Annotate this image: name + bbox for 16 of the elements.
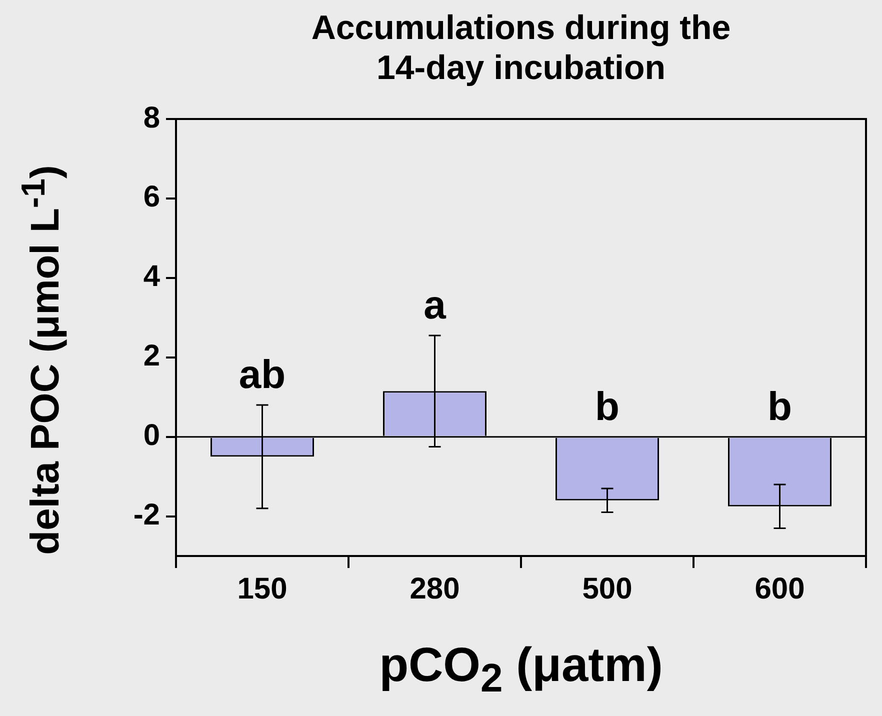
y-tick-label: 0: [143, 419, 160, 452]
x-tick-label: 280: [410, 572, 460, 606]
annotation: b: [768, 384, 792, 429]
y-tick-label: 2: [143, 340, 160, 373]
y-tick-label: 4: [143, 260, 160, 294]
annotation: b: [595, 384, 620, 429]
x-axis-title: pCO$_{2}$ (μatm): [379, 638, 663, 702]
chart-title: Accumulations during the 14-day incubation: [310, 8, 732, 88]
y-tick-label: 8: [143, 101, 160, 134]
x-tick-label: 500: [582, 572, 632, 606]
y-tick-label: 6: [143, 180, 160, 214]
x-tick-label: 600: [754, 572, 805, 606]
y-tick-label: -2: [133, 498, 160, 532]
annotation: a: [424, 284, 447, 328]
annotation: ab: [238, 353, 286, 398]
x-tick-label: 150: [237, 572, 288, 606]
